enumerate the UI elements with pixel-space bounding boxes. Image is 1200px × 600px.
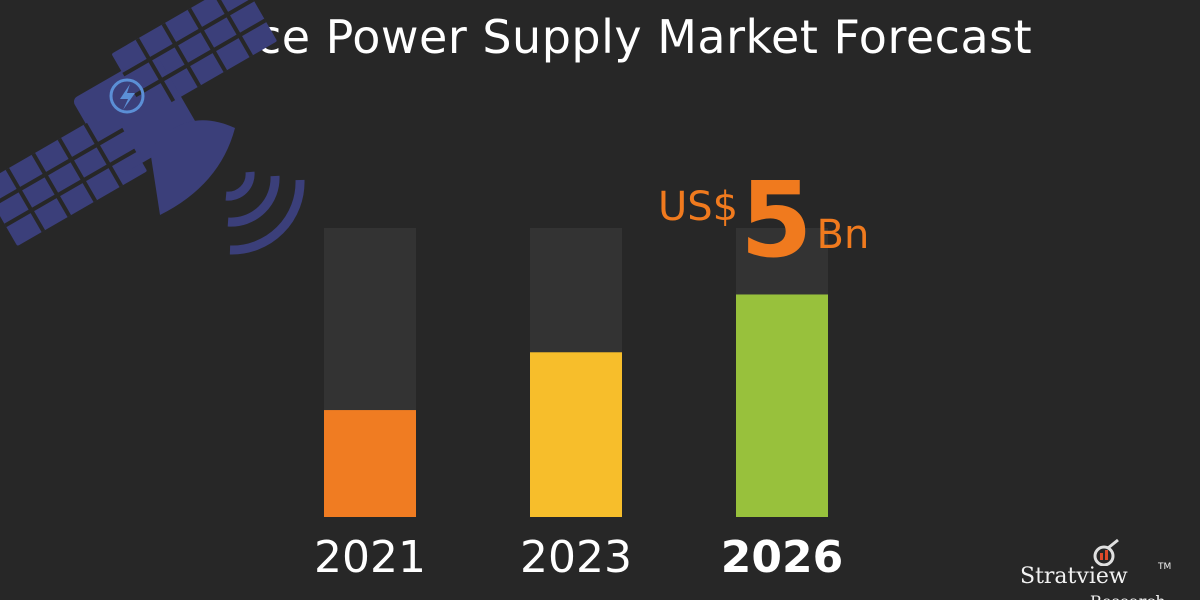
x-tick-label-2023: 2023 <box>520 532 632 583</box>
bar-2021 <box>324 410 416 517</box>
x-tick-label-2026: 2026 <box>721 532 843 583</box>
logo-sub: Research <box>1090 592 1166 600</box>
value-callout: US$5 Bn <box>658 168 869 272</box>
callout-unit: Bn <box>816 212 870 258</box>
satellite-icon <box>0 0 305 255</box>
bar-2023 <box>530 352 622 517</box>
x-tick-label-2021: 2021 <box>314 532 426 583</box>
bar-2026 <box>736 294 828 517</box>
logo-trademark: TM <box>1158 562 1172 572</box>
callout-value: 5 <box>740 159 813 281</box>
stratview-logo: Stratview TM Research <box>1016 536 1200 600</box>
chart-title: Space Power Supply Market Forecast <box>167 10 1033 64</box>
logo-brand: Stratview <box>1020 564 1128 589</box>
logo-mark-icon <box>1093 538 1119 567</box>
callout-prefix: US$ <box>658 184 739 230</box>
